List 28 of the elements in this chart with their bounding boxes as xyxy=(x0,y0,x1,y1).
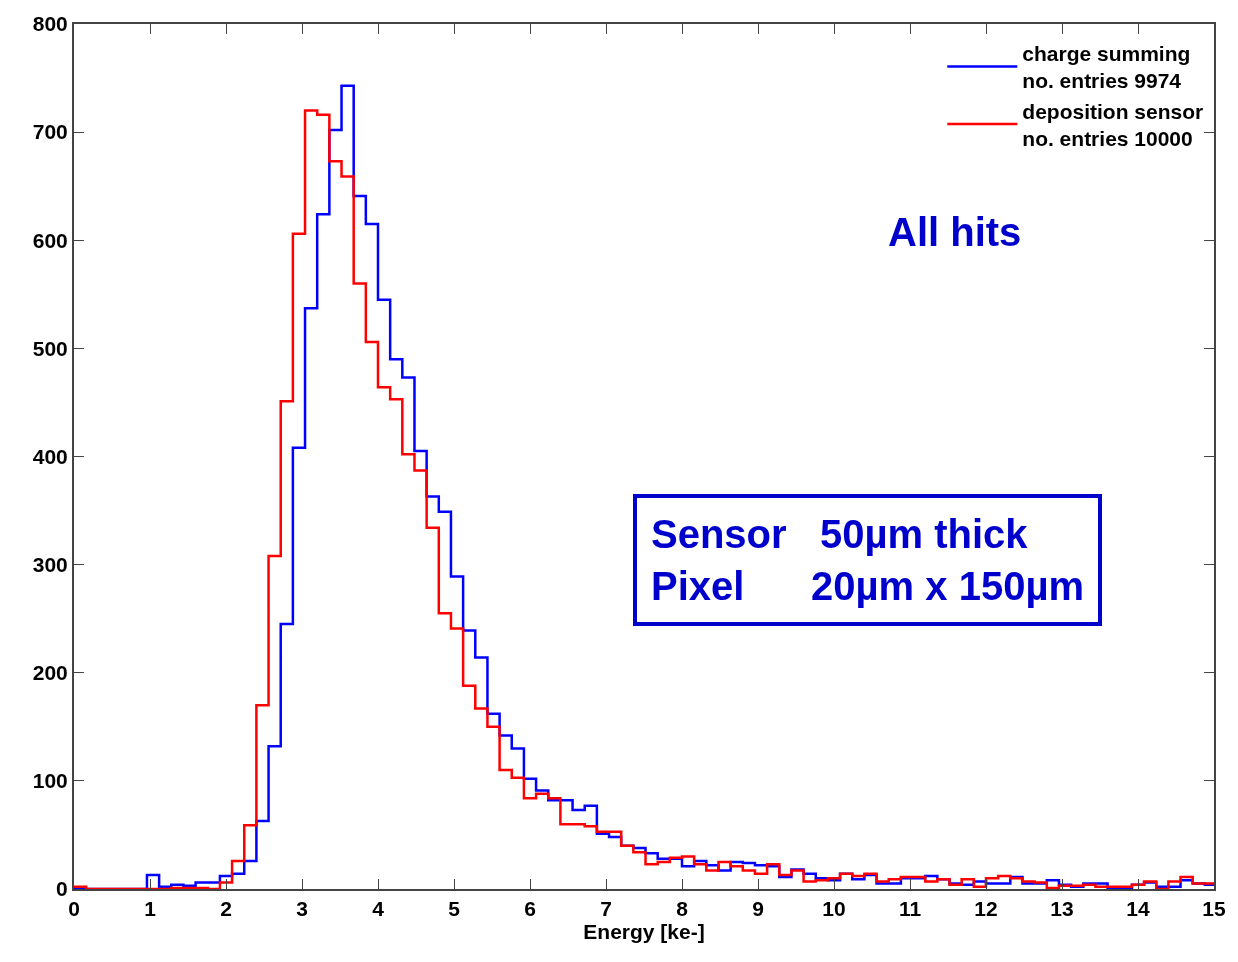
x-tick-label: 15 xyxy=(1202,897,1226,921)
x-tick-label: 10 xyxy=(822,897,846,921)
y-tick-label: 400 xyxy=(32,444,68,468)
y-tick-label: 0 xyxy=(56,877,68,901)
x-tick-label: 9 xyxy=(752,897,764,921)
y-tick-label: 800 xyxy=(32,12,68,36)
y-tick-label: 200 xyxy=(32,661,68,685)
x-tick-label: 2 xyxy=(220,897,232,921)
x-tick-label: 12 xyxy=(974,897,998,921)
annotation: All hits xyxy=(888,210,1022,254)
annotation: Sensor 50µm thick Pixel 20µm x 150µm xyxy=(651,512,1085,608)
x-tick-label: 7 xyxy=(600,897,612,921)
x-tick-label: 1 xyxy=(144,897,157,921)
legend-label: deposition sensor no. entries 10000 xyxy=(1022,99,1204,150)
y-tick-label: 300 xyxy=(32,552,68,576)
x-tick-label: 8 xyxy=(676,897,689,921)
y-tick-label: 100 xyxy=(32,769,68,793)
y-tick-label: 500 xyxy=(32,336,68,360)
x-axis-title: Energy [ke-] xyxy=(583,920,705,944)
x-tick-label: 5 xyxy=(448,897,461,921)
x-tick-label: 11 xyxy=(898,897,922,921)
x-tick-label: 14 xyxy=(1126,897,1150,921)
y-tick-label: 700 xyxy=(32,120,68,144)
x-tick-label: 3 xyxy=(296,897,308,921)
y-tick-label: 600 xyxy=(32,228,68,252)
x-tick-label: 4 xyxy=(372,897,385,921)
x-tick-label: 6 xyxy=(524,897,536,921)
x-tick-label: 13 xyxy=(1050,897,1074,921)
